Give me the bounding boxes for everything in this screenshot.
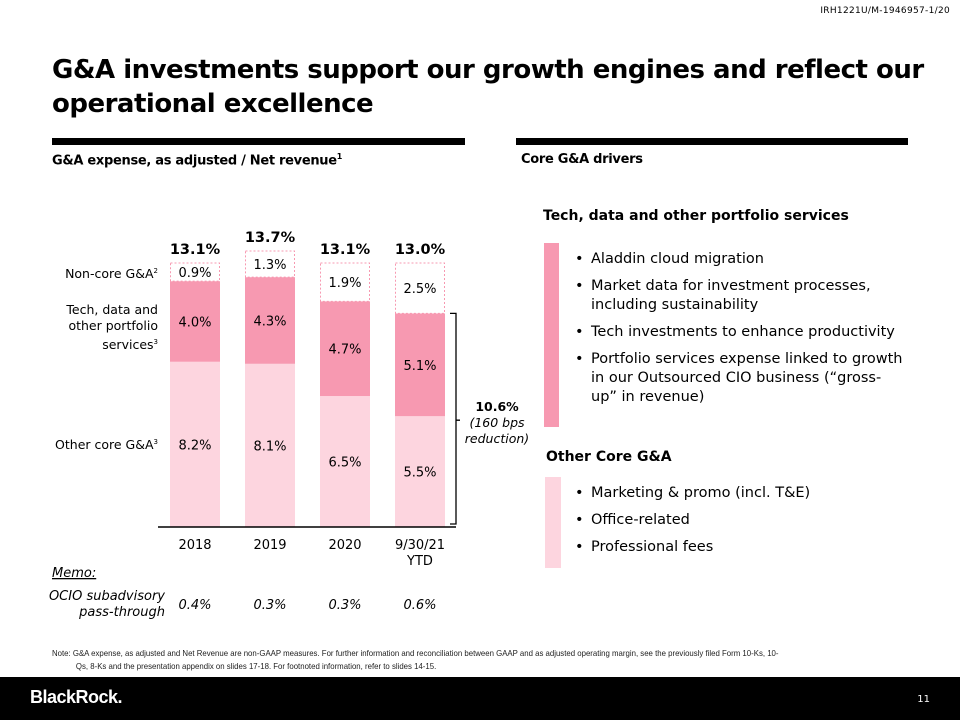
segment-label: 1.9% bbox=[328, 276, 361, 291]
document-id: IRH1221U/M-1946957-1/20 bbox=[820, 6, 950, 16]
footer-bar: BlackRock. 11 bbox=[0, 677, 960, 720]
left-divider bbox=[52, 138, 465, 145]
series-label-other-core: Other core G&A3 bbox=[55, 437, 158, 453]
tech-driver-list: Aladdin cloud migration Market data for … bbox=[575, 250, 905, 415]
segment-label: 4.7% bbox=[328, 343, 361, 358]
note-line-2: Qs, 8-Ks and the presentation appendix o… bbox=[75, 661, 437, 671]
total-label: 13.1% bbox=[170, 242, 221, 258]
right-divider bbox=[516, 138, 908, 145]
chart-heading: G&A expense, as adjusted / Net revenue1 bbox=[52, 152, 342, 168]
category-label: 2020 bbox=[328, 538, 361, 553]
list-item: Aladdin cloud migration bbox=[575, 250, 905, 269]
total-label: 13.7% bbox=[245, 230, 296, 246]
blackrock-logo: BlackRock. bbox=[30, 687, 123, 707]
bar-segment bbox=[245, 363, 295, 527]
segment-label: 8.2% bbox=[178, 438, 211, 453]
category-label: 2019 bbox=[253, 538, 286, 553]
category-label: 9/30/21 bbox=[395, 538, 445, 553]
driver-section-title-tech: Tech, data and other portfolio services bbox=[543, 208, 849, 224]
note-line-1: Note: G&A expense, as adjusted and Net R… bbox=[52, 648, 779, 658]
list-item: Tech investments to enhance productivity bbox=[575, 323, 905, 342]
bar-segment bbox=[245, 250, 295, 278]
segment-label: 1.3% bbox=[253, 258, 286, 273]
list-item: Office-related bbox=[575, 511, 905, 530]
bar-segment bbox=[395, 416, 445, 527]
bar-segment bbox=[170, 281, 220, 362]
segment-label: 5.5% bbox=[403, 466, 436, 481]
memo-value: 0.4% bbox=[178, 598, 211, 613]
stacked-bar-chart: 8.2% 4.0% 0.9% 13.1% 2018 0.4% 8.1% 4.3% 1.3% 13.… bbox=[49, 230, 529, 620]
memo-label: Memo: bbox=[52, 566, 96, 581]
category-label: 2018 bbox=[178, 538, 211, 553]
segment-label: 4.0% bbox=[178, 315, 211, 330]
footnote: Note: G&A expense, as adjusted and Net R… bbox=[52, 647, 926, 673]
bar-segment bbox=[320, 301, 370, 397]
segment-label: 4.3% bbox=[253, 314, 286, 329]
bar-segment bbox=[320, 396, 370, 527]
tech-color-bar bbox=[544, 243, 559, 427]
series-label-non-core: Non-core G&A2 bbox=[65, 266, 158, 282]
list-item: Marketing & promo (incl. T&E) bbox=[575, 484, 905, 503]
bracket-note: (160 bps bbox=[469, 415, 525, 430]
slide-title: G&A investments support our growth engin… bbox=[52, 55, 924, 119]
bracket bbox=[450, 312, 460, 525]
segment-label: 8.1% bbox=[253, 439, 286, 454]
chart-heading-text: G&A expense, as adjusted / Net revenue bbox=[52, 153, 337, 169]
memo-row-label: OCIO subadvisory bbox=[49, 589, 165, 604]
memo-value: 0.3% bbox=[328, 598, 361, 613]
total-label: 13.1% bbox=[320, 242, 371, 258]
driver-section-title-other: Other Core G&A bbox=[546, 449, 672, 465]
memo-value: 0.6% bbox=[403, 598, 436, 613]
list-item: Professional fees bbox=[575, 538, 905, 557]
segment-label: 0.9% bbox=[178, 266, 211, 281]
bar-segment bbox=[245, 277, 295, 364]
segment-label: 2.5% bbox=[403, 282, 436, 297]
page-number: 11 bbox=[917, 694, 930, 705]
drivers-heading: Core G&A drivers bbox=[521, 152, 643, 167]
total-label: 13.0% bbox=[395, 242, 446, 258]
other-driver-list: Marketing & promo (incl. T&E) Office-rel… bbox=[575, 484, 905, 565]
bracket-note: reduction) bbox=[465, 431, 529, 446]
segment-label: 5.1% bbox=[403, 359, 436, 374]
chart-heading-footnote: 1 bbox=[336, 152, 343, 161]
memo-value: 0.3% bbox=[253, 598, 286, 613]
segment-label: 6.5% bbox=[328, 456, 361, 471]
list-item: Portfolio services expense linked to gro… bbox=[575, 350, 905, 407]
bar-segment bbox=[320, 262, 370, 302]
bracket-value: 10.6% bbox=[475, 399, 519, 414]
memo-row-label: pass-through bbox=[78, 605, 165, 620]
bar-segment bbox=[170, 262, 220, 282]
list-item: Market data for investment processes, in… bbox=[575, 277, 905, 315]
bar-segment bbox=[170, 361, 220, 527]
category-label: YTD bbox=[406, 554, 433, 569]
bar-segment bbox=[395, 262, 445, 314]
series-label-tech: Tech, data and other portfolio services3 bbox=[66, 302, 158, 353]
bar-segment bbox=[395, 313, 445, 417]
other-core-color-bar bbox=[545, 477, 561, 568]
